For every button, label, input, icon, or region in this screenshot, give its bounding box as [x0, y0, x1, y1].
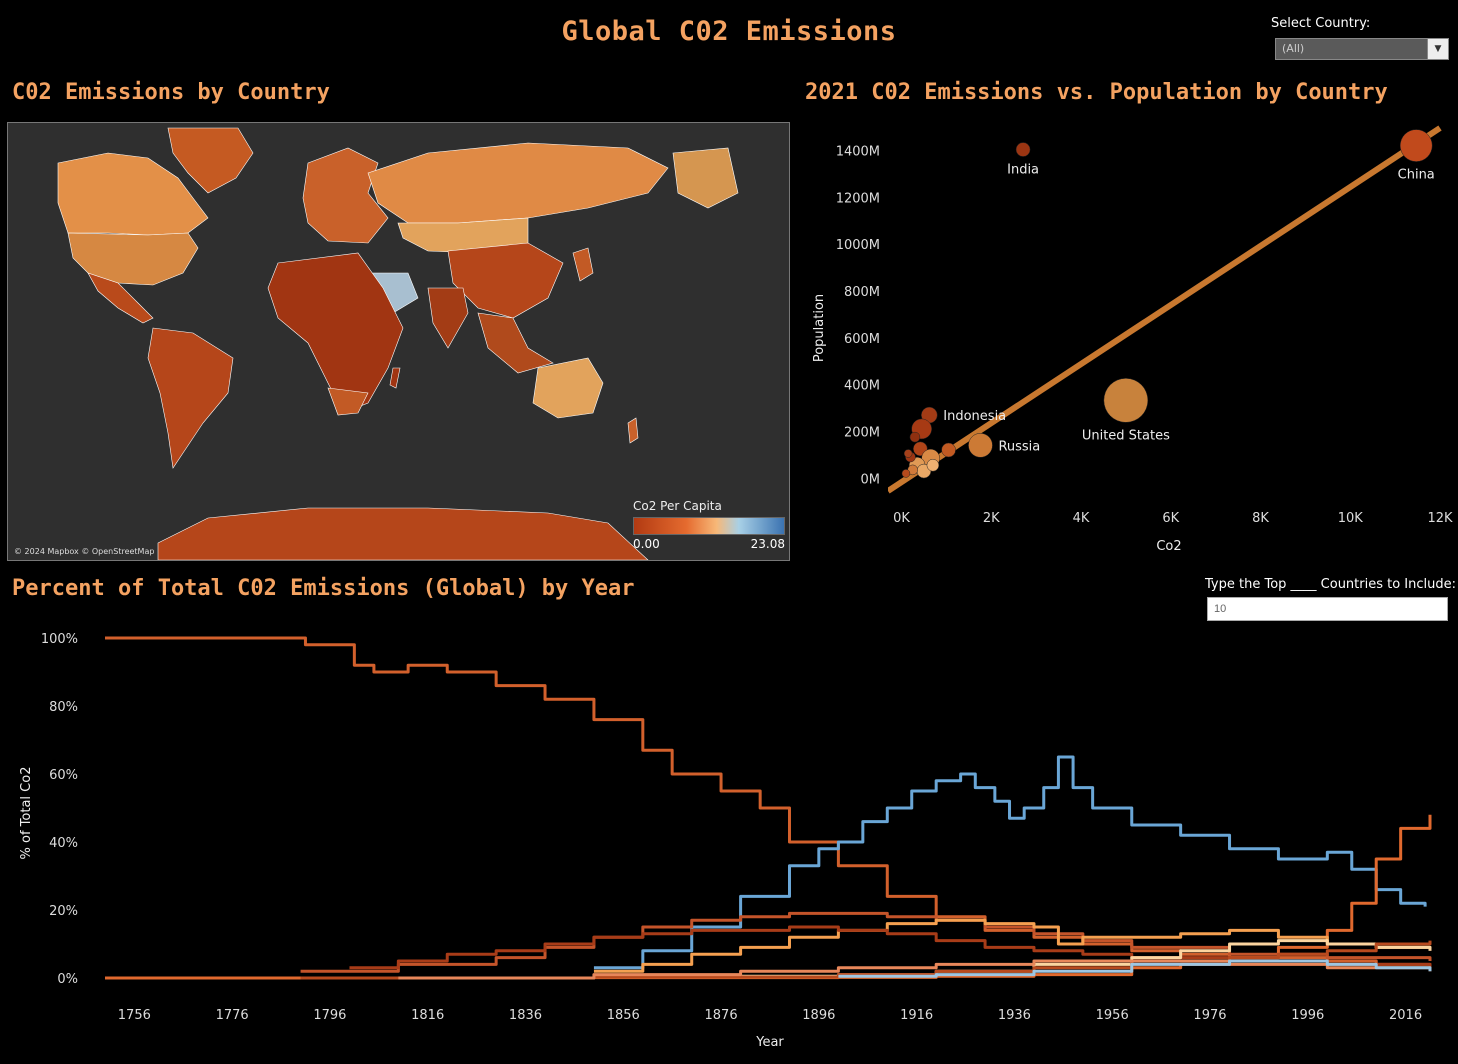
topn-label: Type the Top ____ Countries to Include: — [1205, 577, 1457, 592]
x-tick-label: 1896 — [802, 1008, 835, 1023]
scatter-title: 2021 C02 Emissions vs. Population by Cou… — [805, 80, 1388, 105]
scatter-point[interactable] — [1103, 378, 1149, 423]
scatter-point-label: India — [1007, 163, 1039, 178]
scatter-point[interactable] — [926, 458, 940, 472]
scatter-point[interactable] — [968, 433, 993, 458]
y-tick-label: 100% — [41, 632, 78, 647]
legend-min: 0.00 — [633, 537, 660, 551]
y-tick-label: 1200M — [836, 191, 880, 206]
x-tick-label: 1996 — [1291, 1008, 1324, 1023]
line-chart[interactable]: 0% 20% 40% 60% 80% 100% 1756 1776 1796 1816 1836 18… — [0, 620, 1458, 1060]
series-line[interactable] — [105, 636, 1432, 968]
y-tick-label: 0M — [861, 472, 881, 487]
x-tick-label: 1956 — [1096, 1008, 1129, 1023]
scatter-point[interactable] — [909, 431, 921, 443]
choropleth-map[interactable]: © 2024 Mapbox © OpenStreetMap Co2 Per Ca… — [7, 122, 790, 561]
series-line[interactable] — [838, 959, 1432, 978]
x-tick-label: 1856 — [607, 1008, 640, 1023]
y-tick-label: 1000M — [836, 238, 880, 253]
legend-max: 23.08 — [750, 537, 785, 551]
scatter-point-label: China — [1398, 168, 1435, 183]
x-tick-label: 2016 — [1389, 1008, 1422, 1023]
x-tick-label: 0K — [893, 511, 910, 526]
y-tick-label: 20% — [49, 904, 78, 919]
scatter-point[interactable] — [1015, 142, 1031, 157]
x-tick-label: 1776 — [216, 1008, 249, 1023]
trend-line — [888, 125, 1442, 494]
map-credit: © 2024 Mapbox © OpenStreetMap — [14, 547, 155, 556]
y-tick-label: 600M — [844, 332, 880, 347]
x-tick-label: 1836 — [509, 1008, 542, 1023]
x-tick-label: 1796 — [313, 1008, 346, 1023]
country-select-value: (All) — [1282, 42, 1305, 55]
x-tick-label: 1936 — [998, 1008, 1031, 1023]
x-tick-label: 2K — [983, 511, 1000, 526]
scatter-point[interactable] — [1399, 129, 1433, 162]
x-tick-label: 8K — [1252, 511, 1269, 526]
scatter-point-label: United States — [1082, 428, 1170, 443]
scatter-point[interactable] — [903, 449, 913, 458]
scatter-point[interactable] — [901, 469, 911, 478]
y-tick-label: 200M — [844, 425, 880, 440]
x-axis-label: Year — [755, 1035, 784, 1050]
y-tick-label: 0% — [57, 972, 78, 987]
line-chart-title: Percent of Total C02 Emissions (Global) … — [12, 576, 635, 601]
world-map-graphic — [57, 127, 739, 560]
y-axis-label: % of Total Co2 — [19, 767, 34, 860]
select-country-label: Select Country: — [1271, 16, 1371, 31]
scatter-point-label: Indonesia — [943, 409, 1006, 424]
x-tick-label: 4K — [1073, 511, 1090, 526]
series-line[interactable] — [300, 911, 1432, 973]
series-line[interactable] — [593, 918, 1432, 973]
scatter-chart[interactable]: 0M 200M 400M 600M 800M 1000M 1200M 1400M 0K 2K 4K 6… — [800, 118, 1458, 563]
y-tick-label: 400M — [844, 379, 880, 394]
chevron-down-icon[interactable]: ▼ — [1427, 39, 1448, 59]
scatter-point-label: Russia — [998, 439, 1040, 454]
topn-input[interactable] — [1207, 597, 1448, 621]
y-tick-label: 40% — [49, 836, 78, 851]
y-tick-label: 800M — [844, 285, 880, 300]
x-tick-label: 10K — [1338, 511, 1364, 526]
y-tick-label: 60% — [49, 768, 78, 783]
legend-title: Co2 Per Capita — [633, 499, 722, 513]
x-tick-label: 1976 — [1193, 1008, 1226, 1023]
map-title: C02 Emissions by Country — [12, 80, 330, 105]
page-title: Global C02 Emissions — [561, 16, 897, 47]
scatter-point[interactable] — [941, 442, 956, 458]
x-tick-label: 12K — [1427, 511, 1453, 526]
x-tick-label: 6K — [1162, 511, 1179, 526]
series-line[interactable] — [300, 940, 1432, 980]
y-tick-label: 1400M — [836, 144, 880, 159]
x-tick-label: 1876 — [705, 1008, 738, 1023]
x-tick-label: 1816 — [411, 1008, 444, 1023]
legend-gradient — [633, 517, 785, 535]
y-tick-label: 80% — [49, 700, 78, 715]
y-axis-label: Population — [812, 294, 827, 362]
map-legend: Co2 Per Capita 0.00 23.08 — [633, 499, 785, 551]
x-tick-label: 1756 — [118, 1008, 151, 1023]
x-tick-label: 1916 — [900, 1008, 933, 1023]
series-line[interactable] — [593, 755, 1427, 970]
x-axis-label: Co2 — [1156, 539, 1181, 554]
country-select[interactable]: (All) ▼ — [1275, 38, 1449, 60]
